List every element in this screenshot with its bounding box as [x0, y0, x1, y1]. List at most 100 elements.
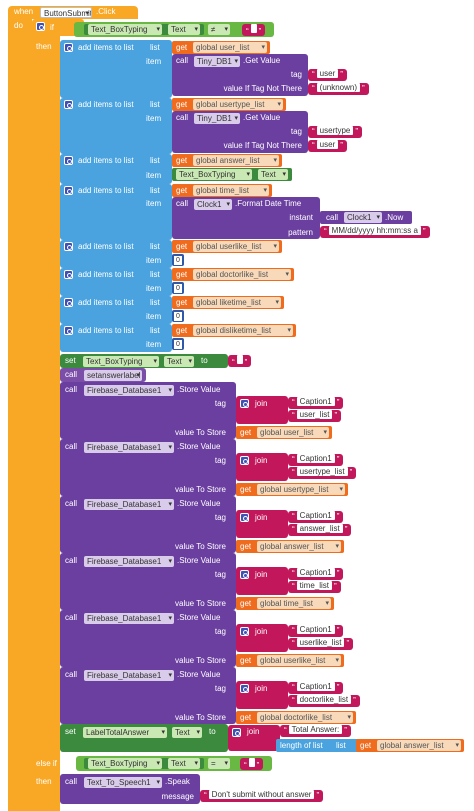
- join-part1-value-4[interactable]: Caption1: [296, 568, 335, 577]
- set-text-literal[interactable]: “ ”: [228, 355, 252, 367]
- tinydb-tag-text-2[interactable]: “usertype”: [308, 125, 363, 138]
- number-zero-block-3[interactable]: 0: [172, 310, 184, 322]
- number-zero-value-1[interactable]: 0: [174, 255, 182, 265]
- join-part1-text-4[interactable]: “Caption1”: [288, 568, 344, 580]
- join-gear-icon-2[interactable]: [240, 456, 249, 465]
- add-items-block-2[interactable]: [60, 98, 172, 154]
- store-get-var-dropdown-1[interactable]: global user_list: [257, 427, 329, 438]
- add-items-block-1[interactable]: [60, 40, 172, 98]
- join-gear-icon-1[interactable]: [240, 399, 249, 408]
- elseif-condition-operator-dropdown[interactable]: =: [208, 758, 230, 769]
- add-items-gear-icon-1[interactable]: [64, 43, 73, 52]
- join-part2-value-4[interactable]: time_list: [296, 581, 333, 590]
- join-part1-text-3[interactable]: “Caption1”: [288, 511, 344, 523]
- number-zero-value-2[interactable]: 0: [174, 283, 182, 293]
- clock-pattern-text[interactable]: “MM/dd/yyyy hh:mm:ss a”: [320, 226, 430, 238]
- elseif-condition-text-value[interactable]: [248, 757, 255, 767]
- join-part2-value-5[interactable]: userlike_list: [296, 638, 345, 647]
- join-part2-value-1[interactable]: user_list: [296, 410, 333, 419]
- join-part1-text-5[interactable]: “Caption1”: [288, 625, 344, 637]
- get-var-dropdown-2[interactable]: global usertype_list: [193, 99, 283, 110]
- total-join-part1-value[interactable]: Total Answer:: [288, 725, 343, 734]
- join-gear-icon-3[interactable]: [240, 513, 249, 522]
- add-items-block-8[interactable]: [60, 324, 172, 352]
- if-mutator-gear-icon[interactable]: [36, 22, 45, 31]
- get-var-dropdown-4[interactable]: global time_list: [193, 185, 269, 196]
- speak-message-value[interactable]: Don't submit without answer: [208, 790, 315, 799]
- answer-item-property-dropdown[interactable]: Text: [258, 169, 288, 180]
- store-get-var-dropdown-2[interactable]: global usertype_list: [257, 484, 345, 495]
- if-condition-text-literal[interactable]: “ ”: [242, 23, 266, 36]
- store-get-var-dropdown-5[interactable]: global userlike_list: [257, 655, 341, 666]
- join-part2-value-2[interactable]: usertype_list: [296, 467, 348, 476]
- tinydb-default-text-2[interactable]: “user”: [308, 139, 347, 152]
- join-part2-text-5[interactable]: “userlike_list”: [288, 638, 354, 650]
- join-part2-text-2[interactable]: “usertype_list”: [288, 467, 357, 479]
- get-var-dropdown-7[interactable]: global liketime_list: [193, 297, 281, 308]
- if-condition-operator-dropdown[interactable]: ≠: [208, 24, 230, 35]
- join-part1-value-3[interactable]: Caption1: [296, 511, 335, 520]
- join-part1-value-2[interactable]: Caption1: [296, 454, 335, 463]
- elseif-condition-text-literal[interactable]: “ ”: [240, 757, 264, 770]
- add-items-block-4[interactable]: [60, 184, 172, 240]
- get-var-dropdown-1[interactable]: global user_list: [193, 42, 267, 53]
- tinydb-default-value-1[interactable]: (unknown): [316, 82, 361, 92]
- join-part1-value-6[interactable]: Caption1: [296, 682, 335, 691]
- join-part2-text-3[interactable]: “answer_list”: [288, 524, 352, 536]
- firebase-component-dropdown-2[interactable]: Firebase_Database1: [84, 441, 174, 453]
- if-condition-component-dropdown[interactable]: Text_BoxTyping: [88, 24, 162, 35]
- store-get-var-dropdown-3[interactable]: global answer_list: [257, 541, 341, 552]
- length-of-list-block[interactable]: [276, 739, 364, 752]
- clock-component-dropdown[interactable]: Clock1: [194, 199, 232, 210]
- tinydb-tag-value-2[interactable]: usertype: [316, 125, 354, 135]
- set-text-component-dropdown[interactable]: Text_BoxTyping: [83, 355, 159, 367]
- elseif-condition-property-dropdown[interactable]: Text: [168, 758, 200, 769]
- tinydb-default-text-1[interactable]: “(unknown)”: [308, 82, 369, 95]
- tinydb-component-dropdown-2[interactable]: Tiny_DB1: [194, 113, 240, 124]
- join-part2-text-6[interactable]: “doctorlike_list”: [288, 695, 360, 707]
- total-join-gear-icon[interactable]: [232, 727, 241, 737]
- join-part1-text-1[interactable]: “Caption1”: [288, 397, 344, 409]
- add-items-block-5[interactable]: [60, 240, 172, 268]
- tinydb-tag-text-1[interactable]: “user”: [308, 68, 347, 81]
- firebase-component-dropdown-3[interactable]: Firebase_Database1: [84, 498, 174, 510]
- join-part2-text-4[interactable]: “time_list”: [288, 581, 341, 593]
- set-text-literal-value[interactable]: [236, 355, 243, 364]
- join-part1-text-6[interactable]: “Caption1”: [288, 682, 344, 694]
- if-condition-text-value[interactable]: [250, 23, 257, 33]
- tinydb-component-dropdown-1[interactable]: Tiny_DB1: [194, 56, 240, 67]
- join-gear-icon-4[interactable]: [240, 570, 249, 579]
- join-gear-icon-6[interactable]: [240, 684, 249, 693]
- add-items-gear-icon-5[interactable]: [64, 242, 73, 251]
- add-items-gear-icon-2[interactable]: [64, 100, 73, 109]
- number-zero-block-1[interactable]: 0: [172, 254, 184, 266]
- add-items-block-7[interactable]: [60, 296, 172, 324]
- total-get-var-dropdown[interactable]: global answer_list: [377, 740, 461, 751]
- number-zero-value-4[interactable]: 0: [174, 339, 182, 349]
- store-get-var-dropdown-4[interactable]: global time_list: [257, 598, 331, 609]
- firebase-component-dropdown-5[interactable]: Firebase_Database1: [84, 612, 174, 624]
- number-zero-value-3[interactable]: 0: [174, 311, 182, 321]
- tinydb-default-value-2[interactable]: user: [316, 139, 339, 149]
- answer-item-component-dropdown[interactable]: Text_BoxTyping: [176, 169, 252, 180]
- join-part1-text-2[interactable]: “Caption1”: [288, 454, 344, 466]
- add-items-gear-icon-6[interactable]: [64, 270, 73, 279]
- add-items-gear-icon-7[interactable]: [64, 298, 73, 307]
- join-part1-value-1[interactable]: Caption1: [296, 397, 335, 406]
- add-items-gear-icon-8[interactable]: [64, 326, 73, 335]
- tinydb-tag-value-1[interactable]: user: [316, 68, 339, 78]
- firebase-component-dropdown-6[interactable]: Firebase_Database1: [84, 669, 174, 681]
- speak-component-dropdown[interactable]: Text_To_Speech1: [84, 776, 162, 788]
- if-condition-property-dropdown[interactable]: Text: [168, 24, 200, 35]
- number-zero-block-2[interactable]: 0: [172, 282, 184, 294]
- firebase-component-dropdown-1[interactable]: Firebase_Database1: [84, 384, 174, 396]
- total-join-part1-text[interactable]: “Total Answer: ”: [280, 725, 351, 737]
- number-zero-block-4[interactable]: 0: [172, 338, 184, 350]
- add-items-gear-icon-4[interactable]: [64, 186, 73, 195]
- firebase-component-dropdown-4[interactable]: Firebase_Database1: [84, 555, 174, 567]
- join-gear-icon-5[interactable]: [240, 627, 249, 636]
- add-items-block-6[interactable]: [60, 268, 172, 296]
- set-total-property-dropdown[interactable]: Text: [172, 726, 202, 738]
- speak-message-text[interactable]: “Don't submit without answer”: [200, 790, 324, 802]
- setanswerlabel-procedure-dropdown[interactable]: setanswerlabel: [84, 369, 142, 381]
